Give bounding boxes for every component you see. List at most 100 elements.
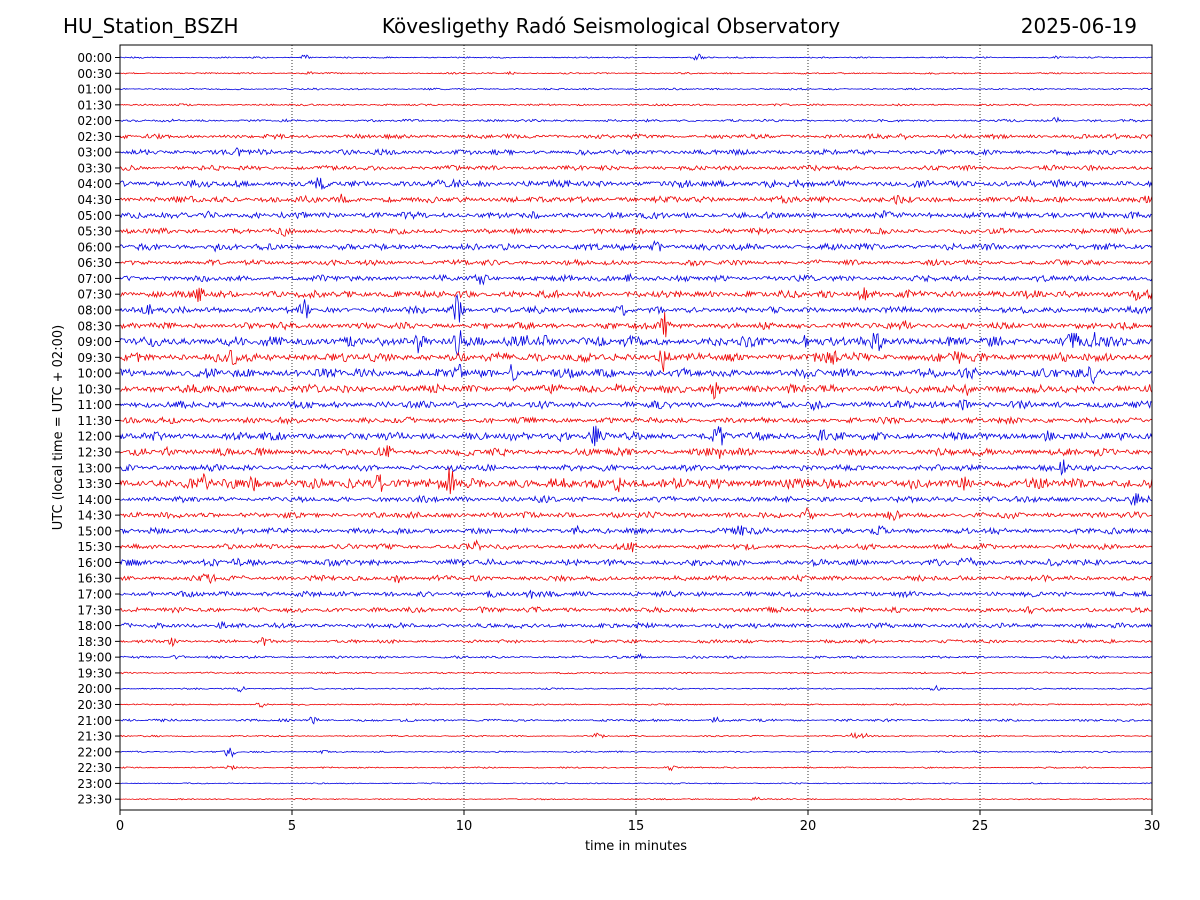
- grid-lines: [291, 45, 981, 810]
- trace-0030: [119, 70, 1153, 76]
- y-tick-label: 01:30: [77, 98, 112, 112]
- y-tick-label: 00:30: [77, 67, 112, 81]
- y-tick-label: 04:00: [77, 177, 112, 191]
- station-name: HU_Station_BSZH: [63, 14, 239, 38]
- y-tick-label: 20:00: [77, 682, 112, 696]
- y-tick-label: 14:30: [77, 509, 112, 523]
- y-tick-label: 22:00: [77, 745, 112, 759]
- plot-frame: [119, 44, 1153, 811]
- trace-1000: [119, 363, 1153, 385]
- y-tick-label: 02:30: [77, 130, 112, 144]
- y-tick-label: 09:00: [77, 335, 112, 349]
- y-tick-label: 15:30: [77, 540, 112, 554]
- trace-0230: [119, 132, 1153, 141]
- trace-0730: [119, 287, 1153, 303]
- trace-1200: [119, 425, 1153, 447]
- trace-2230: [119, 764, 1153, 772]
- y-tick-label: 05:00: [77, 209, 112, 223]
- x-tick-label: 0: [116, 819, 124, 834]
- y-tick-label: 04:30: [77, 193, 112, 207]
- y-tick-label: 03:00: [77, 146, 112, 160]
- y-tick-label: 08:00: [77, 303, 112, 317]
- trace-1530: [119, 539, 1153, 553]
- trace-1300: [119, 459, 1153, 476]
- y-tick-label: 13:00: [77, 461, 112, 475]
- y-tick-label: 03:30: [77, 161, 112, 175]
- y-tick-label: 21:30: [77, 730, 112, 744]
- trace-1630: [119, 573, 1153, 585]
- chart-date: 2025-06-19: [1020, 14, 1137, 38]
- trace-0830: [119, 312, 1153, 338]
- seismic-traces: [119, 53, 1153, 801]
- trace-0000: [119, 53, 1153, 61]
- trace-1700: [119, 589, 1153, 599]
- trace-0300: [119, 147, 1153, 157]
- y-tick-label: 21:00: [77, 714, 112, 728]
- trace-1130: [119, 415, 1153, 426]
- trace-1900: [119, 653, 1153, 660]
- x-tick-label: 30: [1144, 819, 1161, 834]
- trace-0700: [119, 272, 1153, 286]
- y-tick-label: 08:30: [77, 319, 112, 333]
- trace-1030: [119, 382, 1153, 400]
- y-tick-label: 16:30: [77, 572, 112, 586]
- trace-1830: [119, 636, 1153, 648]
- y-tick-label: 14:00: [77, 493, 112, 507]
- y-tick-label: 12:00: [77, 430, 112, 444]
- trace-2200: [119, 747, 1153, 759]
- trace-0430: [119, 193, 1153, 206]
- y-tick-label: 22:30: [77, 761, 112, 775]
- x-tick-label: 5: [288, 819, 296, 834]
- y-tick-label: 07:30: [77, 288, 112, 302]
- trace-0130: [119, 103, 1153, 107]
- y-tick-label: 19:30: [77, 666, 112, 680]
- trace-0330: [119, 164, 1153, 172]
- trace-0500: [119, 210, 1153, 220]
- trace-2100: [119, 716, 1153, 725]
- y-tick-label: 11:30: [77, 414, 112, 428]
- trace-0530: [119, 226, 1153, 237]
- y-tick-label: 13:30: [77, 477, 112, 491]
- y-tick-label: 06:30: [77, 256, 112, 270]
- trace-1730: [119, 605, 1153, 615]
- trace-1430: [119, 507, 1153, 522]
- y-tick-label: 00:00: [77, 51, 112, 65]
- trace-2000: [119, 684, 1153, 693]
- chart-title: Kövesligethy Radó Seismological Observat…: [381, 14, 841, 38]
- y-tick-label: 10:30: [77, 382, 112, 396]
- trace-1930: [119, 671, 1153, 675]
- trace-0100: [119, 87, 1153, 91]
- y-tick-label: 18:00: [77, 619, 112, 633]
- y-tick-label: 23:30: [77, 793, 112, 807]
- y-tick-label: 20:30: [77, 698, 112, 712]
- trace-1600: [119, 556, 1153, 568]
- trace-0900: [119, 330, 1153, 356]
- y-tick-label: 15:00: [77, 524, 112, 538]
- y-tick-label: 12:30: [77, 446, 112, 460]
- trace-1500: [119, 524, 1153, 536]
- y-tick-label: 09:30: [77, 351, 112, 365]
- trace-0200: [119, 116, 1153, 123]
- trace-1800: [119, 621, 1153, 630]
- trace-0930: [119, 349, 1153, 372]
- x-tick-label: 10: [456, 819, 473, 834]
- trace-2130: [119, 731, 1153, 739]
- x-tick-label: 15: [628, 819, 645, 834]
- trace-0600: [119, 239, 1153, 253]
- trace-0400: [119, 177, 1153, 190]
- y-tick-label: 05:30: [77, 225, 112, 239]
- y-tick-label: 10:00: [77, 367, 112, 381]
- y-tick-label: 01:00: [77, 83, 112, 97]
- trace-2030: [119, 702, 1153, 708]
- trace-0630: [119, 258, 1153, 267]
- x-axis-label: time in minutes: [585, 839, 687, 854]
- y-tick-label: 11:00: [77, 398, 112, 412]
- trace-1230: [119, 445, 1153, 459]
- trace-0800: [119, 293, 1153, 323]
- y-tick-label: 07:00: [77, 272, 112, 286]
- x-tick-label: 20: [800, 819, 817, 834]
- trace-2330: [119, 796, 1153, 801]
- trace-1330: [119, 467, 1153, 495]
